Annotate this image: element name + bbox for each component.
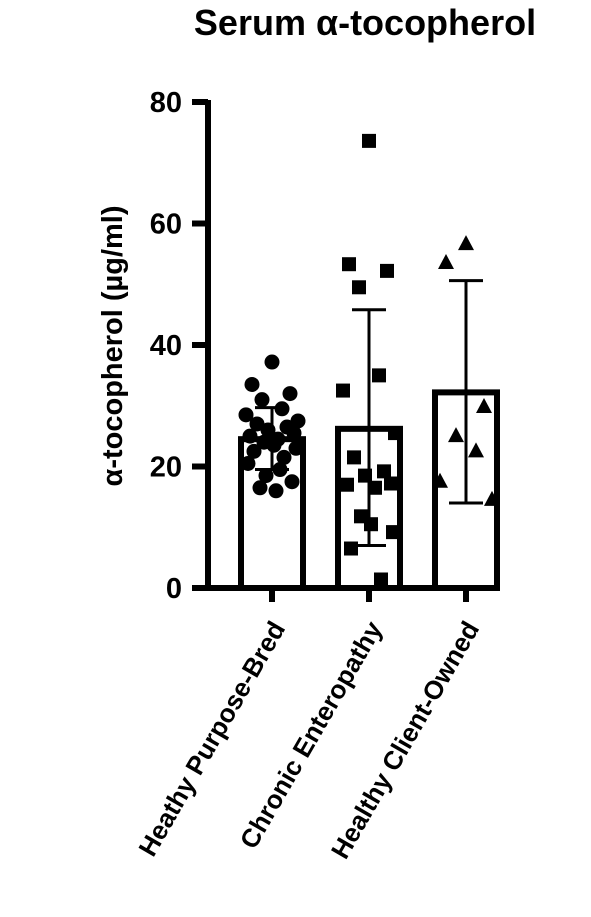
y-tick-label: 80 — [150, 87, 182, 119]
data-point — [362, 133, 376, 148]
data-point — [374, 572, 388, 587]
data-point — [266, 437, 282, 453]
data-point — [377, 464, 391, 479]
data-point — [484, 490, 500, 506]
data-point — [458, 235, 474, 251]
data-point — [358, 468, 372, 483]
data-point — [286, 425, 302, 441]
data-point — [268, 483, 284, 499]
data-point — [352, 280, 366, 295]
data-point — [368, 480, 382, 495]
data-point — [249, 416, 265, 432]
data-point — [258, 468, 274, 484]
data-point — [252, 480, 268, 496]
data-point — [388, 426, 402, 441]
data-point — [242, 428, 258, 444]
data-point — [240, 455, 256, 471]
data-point — [276, 449, 292, 465]
y-tick-label: 20 — [150, 452, 182, 484]
data-point — [344, 541, 358, 556]
data-point — [432, 472, 448, 488]
data-point — [340, 477, 354, 492]
data-point — [448, 427, 464, 443]
y-tick-label: 60 — [150, 209, 182, 241]
data-point — [386, 525, 400, 540]
data-point — [342, 257, 356, 272]
data-point — [290, 413, 306, 429]
data-point — [468, 442, 484, 458]
data-point — [282, 386, 298, 402]
y-tick-label: 40 — [150, 330, 182, 362]
data-point — [380, 263, 394, 278]
y-tick-label: 0 — [166, 573, 182, 605]
data-point — [244, 376, 260, 392]
y-axis-label: α-tocopherol (µg/ml) — [97, 205, 129, 486]
data-point — [476, 397, 492, 413]
data-point — [347, 450, 361, 465]
data-point — [274, 401, 290, 417]
data-point — [264, 354, 280, 370]
data-point — [272, 462, 288, 478]
chart-title: Serum α-tocopherol — [194, 2, 536, 43]
data-point — [364, 517, 378, 532]
data-point — [238, 407, 254, 423]
data-point — [336, 383, 350, 398]
data-point — [260, 422, 276, 438]
data-point — [288, 440, 304, 456]
data-point — [284, 474, 300, 490]
data-point — [384, 476, 398, 491]
data-point — [372, 368, 386, 383]
data-point — [254, 392, 270, 408]
data-point — [438, 253, 454, 269]
data-point — [246, 443, 262, 459]
